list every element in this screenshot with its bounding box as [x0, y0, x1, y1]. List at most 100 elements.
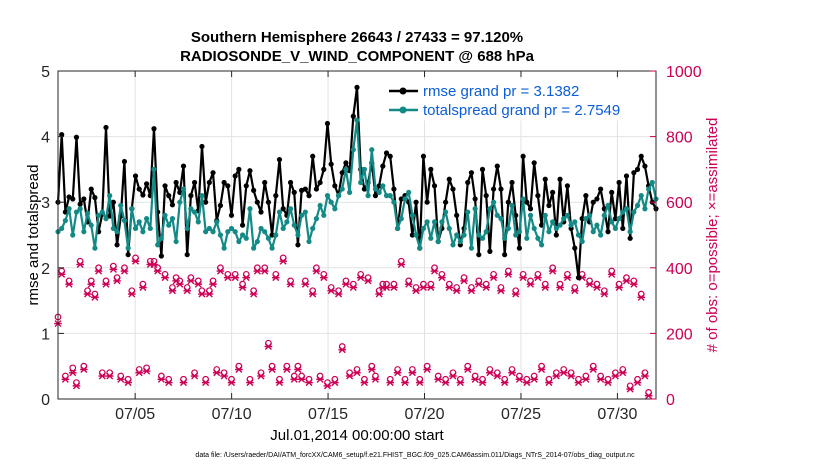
rmse-point: [251, 187, 257, 193]
rmse-point: [616, 179, 622, 186]
rmse-point: [262, 179, 268, 186]
assimilated-obs-point: [257, 372, 265, 380]
rmse-point: [465, 179, 471, 186]
axis-ticks: 07/05 07/10 07/15 07/20 07/25 07/30 0 1 2 3 4 5 0 200…: [41, 64, 702, 423]
assimilated-obs-point: [142, 367, 151, 375]
totalspread-point: [524, 235, 530, 241]
assimilated-obs-point: [323, 382, 332, 390]
possible-obs-point: [69, 364, 77, 372]
assimilated-obs-point: [408, 369, 417, 377]
totalspread-point: [291, 222, 297, 228]
totalspread-point: [413, 232, 419, 238]
assimilated-obs-point: [563, 274, 572, 282]
rmse-point: [203, 199, 209, 205]
assimilated-obs-point: [242, 274, 251, 282]
assimilated-obs-point: [430, 267, 439, 275]
x-tick-label-3: 07/20: [404, 406, 444, 423]
rmse-point: [132, 173, 139, 179]
totalspread-point: [328, 199, 334, 205]
totalspread-point: [125, 245, 131, 251]
rmse-point: [273, 193, 279, 199]
rmse-point: [598, 186, 604, 192]
rmse-point: [317, 179, 323, 186]
totalspread-point: [191, 209, 198, 215]
assimilated-obs-point: [486, 369, 494, 377]
rmse-point: [239, 222, 246, 228]
assimilated-obs-point: [460, 277, 468, 285]
rmse-point: [575, 275, 582, 281]
footnote-data-file: data file: /Users/raeder/DAI/ATM_forcXX/…: [195, 452, 635, 459]
totalspread-point: [188, 206, 194, 212]
totalspread-point: [147, 225, 153, 232]
y-tick-label-4: 4: [41, 130, 50, 147]
rmse-point: [77, 201, 83, 207]
assimilated-obs-point: [113, 277, 121, 285]
rmse-point: [143, 181, 150, 187]
totalspread-point: [442, 209, 449, 215]
totalspread-point: [638, 193, 644, 199]
rmse-point: [550, 189, 556, 195]
totalspread-point: [583, 216, 589, 222]
x-axis-label: Jul.01,2014 00:00:00 start: [270, 427, 444, 444]
rmse-point: [409, 232, 415, 238]
series-layer: [54, 84, 659, 400]
rmse-point: [631, 170, 637, 176]
x-tick-label-1: 07/10: [212, 406, 252, 423]
totalspread-point: [383, 193, 390, 199]
totalspread-point: [276, 209, 283, 215]
totalspread-point: [180, 186, 187, 192]
assimilated-obs-point: [76, 261, 84, 269]
rmse-point: [210, 170, 216, 176]
rmse-point: [572, 245, 578, 251]
rmse-point: [339, 170, 345, 176]
assimilated-obs-point: [607, 270, 616, 278]
assimilated-obs-point: [618, 369, 627, 377]
totalspread-point: [132, 225, 139, 232]
rmse-point: [490, 186, 497, 192]
rmse-point: [321, 166, 327, 172]
assimilated-obs-point: [345, 372, 354, 380]
rmse-point: [579, 216, 585, 222]
rmse-point: [546, 202, 552, 209]
totalspread-point: [417, 245, 423, 251]
totalspread-point: [335, 193, 342, 199]
totalspread-point: [631, 209, 637, 215]
totalspread-point: [265, 235, 272, 241]
rmse-point: [313, 186, 319, 192]
totalspread-point: [284, 219, 290, 225]
totalspread-point: [494, 212, 500, 218]
totalspread-point: [620, 209, 626, 215]
assimilated-obs-point: [360, 379, 369, 387]
rmse-point: [306, 193, 312, 199]
totalspread-point: [579, 238, 585, 245]
assimilated-obs-point: [297, 375, 306, 383]
rmse-point: [383, 150, 390, 156]
y-tick-label-1: 1: [41, 326, 50, 343]
assimilated-obs-point: [334, 290, 343, 298]
rmse-point: [590, 199, 596, 205]
totalspread-point: [472, 206, 478, 212]
rmse-point: [280, 206, 286, 212]
totalspread-point: [251, 245, 257, 251]
assimilated-obs-point: [393, 369, 402, 377]
assimilated-obs-point: [530, 375, 538, 383]
assimilated-obs-point: [246, 379, 254, 387]
rmse-point: [88, 186, 94, 192]
assimilated-obs-point: [415, 379, 424, 387]
rmse-point: [236, 166, 242, 172]
rmse-point: [391, 186, 397, 192]
assimilated-obs-point: [622, 277, 631, 285]
legend-box: [384, 79, 650, 121]
assimilated-obs-point: [187, 277, 195, 285]
assimilated-obs-point: [375, 290, 383, 298]
assimilated-obs-point: [316, 375, 324, 383]
rmse-point: [206, 179, 212, 186]
totalspread-point: [206, 225, 212, 232]
totalspread-point: [509, 202, 515, 209]
rmse-point: [505, 199, 511, 205]
totalspread-point: [623, 206, 630, 212]
y-tick-label-2: 2: [41, 261, 50, 278]
totalspread-point: [203, 229, 209, 235]
totalspread-point: [487, 206, 493, 212]
rmse-point: [184, 252, 190, 258]
